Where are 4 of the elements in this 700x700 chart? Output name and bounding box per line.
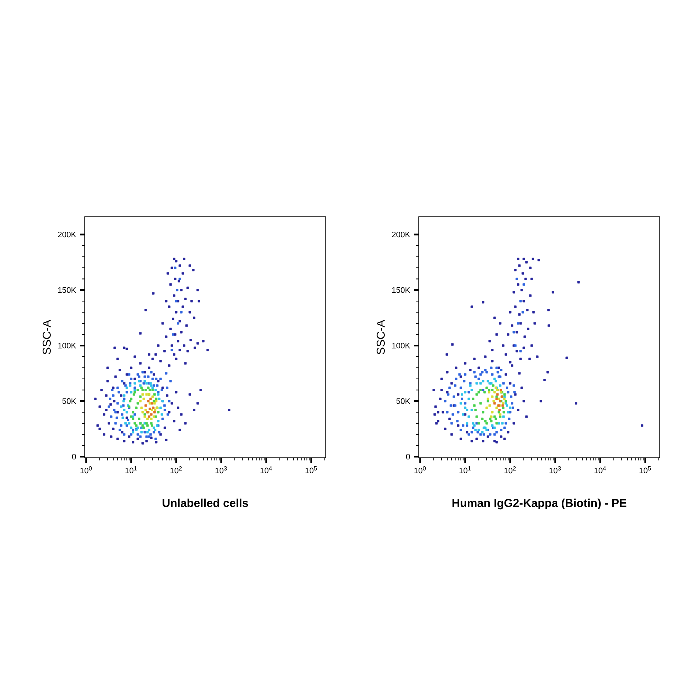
x-axis-title: Unlabelled cells bbox=[162, 498, 248, 508]
y-axis-title: SSC-A bbox=[376, 320, 386, 354]
x-axis-title: Human IgG2-Kappa (Biotin) - PE bbox=[452, 498, 627, 510]
y-axis-title: SSC-A bbox=[42, 320, 52, 354]
